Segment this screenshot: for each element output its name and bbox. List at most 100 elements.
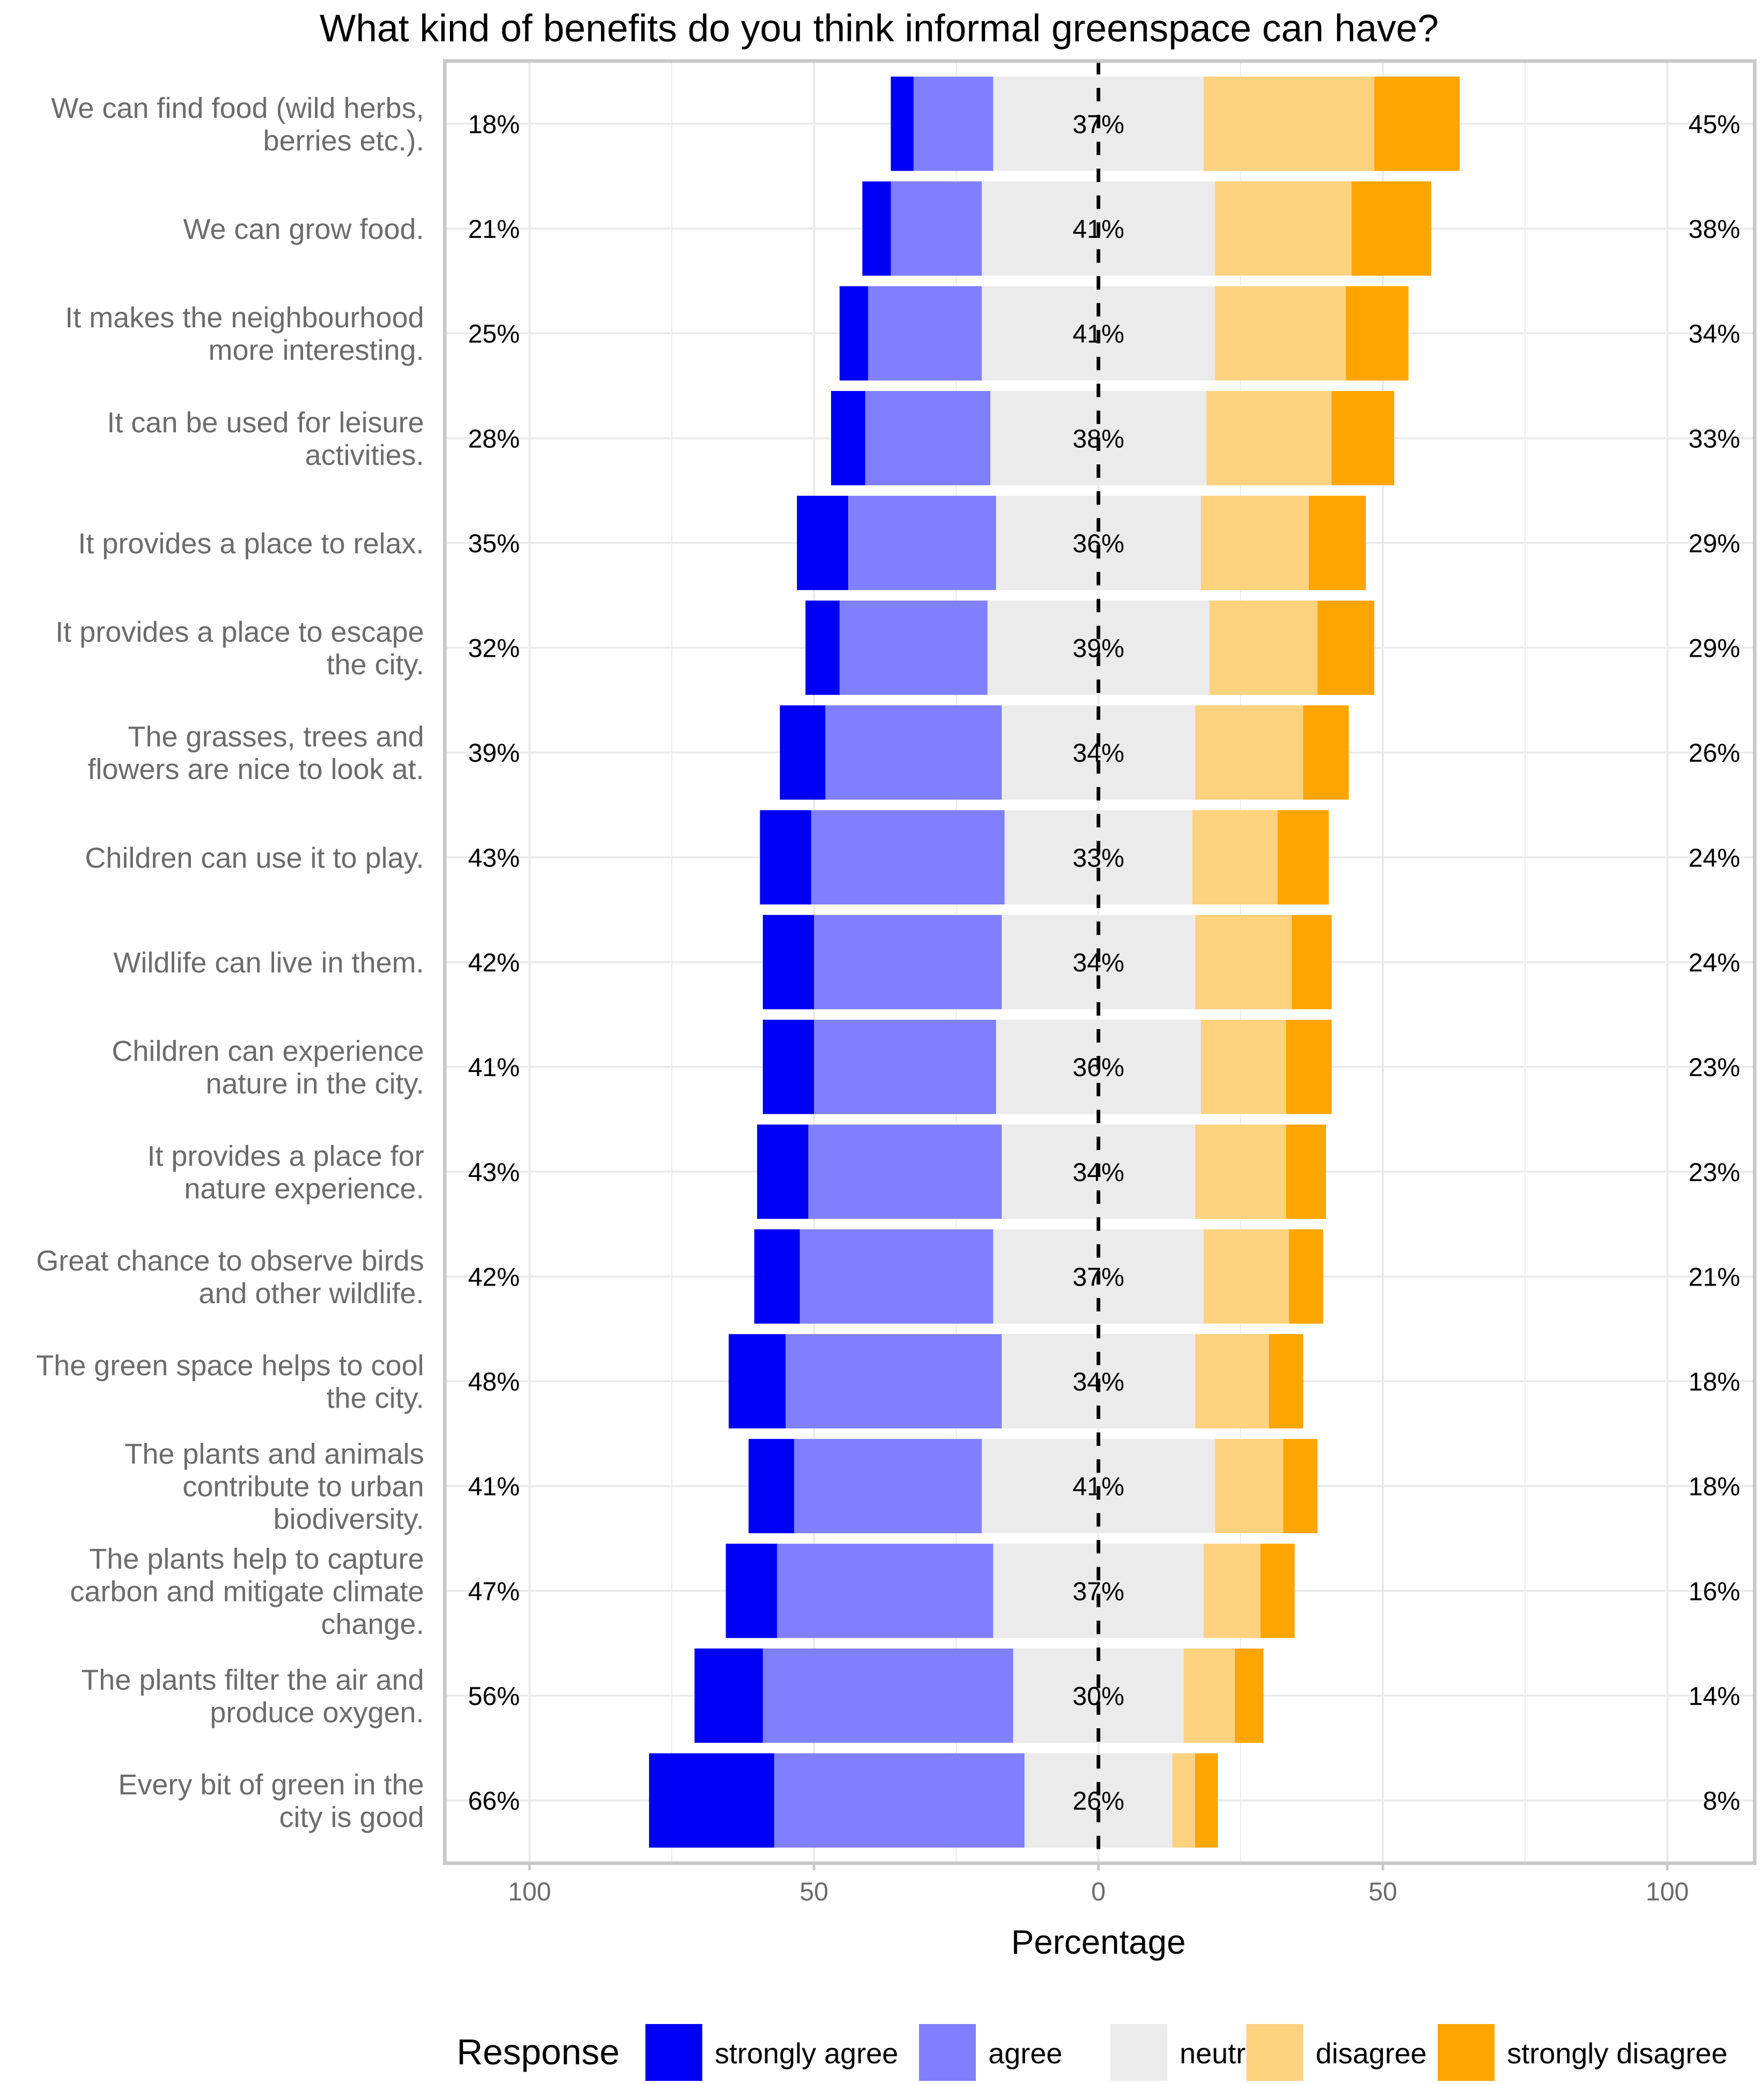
bar-disagree-11 xyxy=(1203,1229,1289,1324)
agree-percent-label: 41% xyxy=(468,1472,520,1501)
bar-strongly-disagree-15 xyxy=(1235,1648,1263,1743)
agree-percent-label: 21% xyxy=(468,215,520,244)
bar-strongly-disagree-6 xyxy=(1303,705,1349,800)
bar-strongly-disagree-11 xyxy=(1289,1229,1323,1324)
bar-disagree-14 xyxy=(1203,1544,1261,1638)
category-label: Wildlife can live in them. xyxy=(113,946,424,979)
legend-title: Response xyxy=(457,2032,620,2072)
category-label: Every bit of green in the city is good xyxy=(118,1768,424,1833)
legend-swatch-agree xyxy=(919,2024,976,2081)
category-labels: We can find food (wild herbs, berries etc… xyxy=(36,92,424,1833)
bar-disagree-1 xyxy=(1215,181,1352,276)
bar-agree-5 xyxy=(839,600,988,695)
category-label: We can grow food. xyxy=(183,213,424,245)
category-label: It provides a place to relax. xyxy=(78,527,424,560)
bar-neutral-6 xyxy=(1002,705,1195,800)
bar-agree-4 xyxy=(848,495,996,591)
neutral-percent-label: 41% xyxy=(1073,320,1124,349)
neutral-percent-label: 34% xyxy=(1073,1367,1124,1396)
category-label: Great chance to observe birds and other w… xyxy=(36,1244,424,1309)
bar-disagree-3 xyxy=(1207,391,1332,486)
agree-percent-label: 42% xyxy=(468,1262,520,1291)
bar-strongly-agree-4 xyxy=(797,495,848,591)
x-axis-title: Percentage xyxy=(1011,1923,1186,1961)
disagree-percent-label: 24% xyxy=(1688,843,1740,872)
legend-swatch-disagree xyxy=(1246,2024,1303,2081)
legend-swatch-strongly-disagree xyxy=(1438,2024,1495,2081)
x-tick-label: 50 xyxy=(1368,1877,1397,1906)
bar-agree-8 xyxy=(814,915,1002,1009)
bar-strongly-disagree-13 xyxy=(1283,1439,1318,1533)
bar-disagree-12 xyxy=(1195,1334,1269,1429)
disagree-percent-label: 18% xyxy=(1688,1367,1740,1396)
bar-disagree-15 xyxy=(1184,1648,1235,1743)
neutral-percent-label: 36% xyxy=(1073,529,1124,558)
disagree-percent-label: 33% xyxy=(1688,424,1740,453)
agree-percent-label: 39% xyxy=(468,738,520,767)
bar-strongly-agree-7 xyxy=(760,810,811,905)
agree-percent-label: 32% xyxy=(468,634,520,663)
bar-strongly-agree-6 xyxy=(780,705,825,800)
neutral-percent-label: 37% xyxy=(1073,110,1124,139)
category-label: The green space helps to cool the city. xyxy=(36,1349,424,1414)
disagree-percent-label: 18% xyxy=(1688,1472,1740,1501)
bar-neutral-15 xyxy=(1013,1648,1184,1743)
legend-swatch-strongly-agree xyxy=(645,2024,702,2081)
bar-strongly-agree-3 xyxy=(831,391,865,486)
bar-strongly-disagree-9 xyxy=(1286,1019,1332,1114)
neutral-percent-label: 34% xyxy=(1073,948,1124,977)
bar-strongly-disagree-3 xyxy=(1332,391,1394,486)
bar-agree-11 xyxy=(800,1229,993,1324)
bar-strongly-disagree-0 xyxy=(1374,77,1460,171)
bar-strongly-agree-0 xyxy=(891,77,914,171)
disagree-percent-label: 34% xyxy=(1688,320,1740,349)
bar-agree-12 xyxy=(786,1334,1002,1429)
category-label: It can be used for leisure activities. xyxy=(107,406,424,471)
bar-strongly-disagree-4 xyxy=(1309,495,1366,591)
bar-neutral-5 xyxy=(987,600,1210,695)
agree-percent-label: 35% xyxy=(468,529,520,558)
bar-agree-16 xyxy=(774,1753,1024,1848)
bar-disagree-6 xyxy=(1195,705,1303,800)
bar-agree-6 xyxy=(825,705,1002,800)
bar-disagree-7 xyxy=(1192,810,1278,905)
neutral-percent-label: 30% xyxy=(1073,1682,1124,1711)
neutral-percent-label: 41% xyxy=(1073,215,1124,244)
bar-disagree-2 xyxy=(1215,286,1346,381)
bar-agree-3 xyxy=(865,391,990,486)
bar-disagree-5 xyxy=(1209,600,1318,695)
chart-title: What kind of benefits do you think infor… xyxy=(320,7,1439,50)
bar-strongly-disagree-14 xyxy=(1260,1544,1295,1638)
bar-disagree-13 xyxy=(1215,1439,1284,1533)
neutral-percent-label: 37% xyxy=(1073,1577,1124,1606)
agree-percent-label: 28% xyxy=(468,424,520,453)
disagree-percent-label: 29% xyxy=(1688,529,1740,558)
agree-percent-label: 18% xyxy=(468,110,520,139)
bar-neutral-16 xyxy=(1024,1753,1172,1848)
bar-strongly-agree-13 xyxy=(748,1439,794,1533)
bar-strongly-agree-10 xyxy=(757,1124,808,1219)
category-label: Children can use it to play. xyxy=(85,841,424,874)
bar-strongly-disagree-1 xyxy=(1351,181,1431,276)
bar-strongly-disagree-8 xyxy=(1292,915,1332,1009)
x-tick-label: 50 xyxy=(800,1877,828,1906)
bar-agree-2 xyxy=(868,286,982,381)
neutral-percent-label: 38% xyxy=(1073,424,1124,453)
agree-percent-label: 47% xyxy=(468,1577,520,1606)
bar-agree-13 xyxy=(794,1439,982,1533)
category-label: We can find food (wild herbs, berries etc… xyxy=(51,92,424,157)
bar-disagree-16 xyxy=(1172,1753,1195,1848)
category-label: The plants filter the air and produce oxy… xyxy=(81,1664,424,1729)
agree-percent-label: 42% xyxy=(468,948,520,977)
bar-strongly-agree-15 xyxy=(695,1648,763,1743)
bar-strongly-agree-9 xyxy=(763,1019,814,1114)
bar-agree-10 xyxy=(808,1124,1002,1219)
category-label: It makes the neighbourhood more interesti… xyxy=(65,301,424,366)
bar-agree-0 xyxy=(913,77,993,171)
neutral-percent-label: 39% xyxy=(1073,634,1124,663)
bar-disagree-4 xyxy=(1201,495,1309,591)
bar-strongly-disagree-12 xyxy=(1269,1334,1303,1429)
bar-strongly-agree-12 xyxy=(729,1334,786,1429)
bar-strongly-agree-16 xyxy=(649,1753,774,1848)
neutral-percent-label: 36% xyxy=(1073,1053,1124,1082)
